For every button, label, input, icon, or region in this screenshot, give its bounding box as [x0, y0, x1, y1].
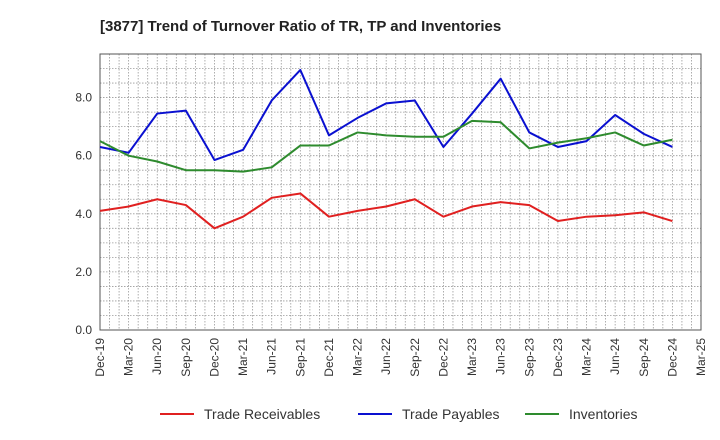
x-tick-label: Dec-20: [207, 338, 221, 377]
y-tick-label: 6.0: [75, 149, 92, 163]
legend-label: Trade Payables: [402, 406, 500, 422]
x-tick-label: Jun-22: [379, 338, 393, 375]
x-tick-label: Dec-19: [93, 338, 107, 377]
grid-lines: [100, 53, 701, 330]
x-tick-label: Mar-25: [694, 338, 708, 376]
y-tick-label: 8.0: [75, 91, 92, 105]
x-tick-label: Sep-24: [637, 338, 651, 377]
x-tick-label: Dec-22: [436, 338, 450, 377]
series-line-trade-receivables: [99, 192, 673, 230]
y-tick-label: 2.0: [75, 265, 92, 279]
x-tick-label: Mar-24: [580, 338, 594, 376]
legend-label: Trade Receivables: [204, 406, 320, 422]
x-tick-label: Mar-22: [351, 338, 365, 376]
x-tick-label: Sep-22: [408, 338, 422, 377]
x-tick-label: Jun-21: [265, 338, 279, 375]
x-tick-label: Sep-20: [179, 338, 193, 377]
x-tick-label: Mar-21: [236, 338, 250, 376]
x-tick-label: Dec-23: [551, 338, 565, 377]
plot-area-frame: [99, 53, 702, 331]
x-tick-label: Mar-23: [465, 338, 479, 376]
y-tick-label: 4.0: [75, 207, 92, 221]
legend: Trade Receivables Trade Payables Inventori…: [160, 406, 637, 422]
axes: [99, 53, 702, 331]
chart-title: [3877] Trend of Turnover Ratio of TR, TP…: [100, 18, 501, 35]
x-tick-label: Sep-23: [522, 338, 536, 377]
y-tick-label: 0.0: [75, 323, 92, 337]
y-axis-ticks: 0.0 2.0 4.0 6.0 8.0: [75, 91, 92, 337]
legend-label: Inventories: [569, 406, 637, 422]
x-tick-label: Jun-24: [608, 338, 622, 375]
x-tick-label: Sep-21: [293, 338, 307, 377]
series-line-trade-payables: [99, 68, 673, 162]
x-tick-label: Dec-21: [322, 338, 336, 377]
x-axis-ticks: Dec-19 Mar-20 Jun-20 Sep-20 Dec-20 Mar-21 Jun-…: [93, 338, 708, 377]
series-line-inventories: [99, 119, 673, 173]
x-tick-label: Jun-23: [494, 338, 508, 375]
x-tick-label: Jun-20: [150, 338, 164, 375]
x-tick-label: Dec-24: [665, 338, 679, 377]
x-tick-label: Mar-20: [122, 338, 136, 376]
series-lines: [99, 68, 673, 230]
